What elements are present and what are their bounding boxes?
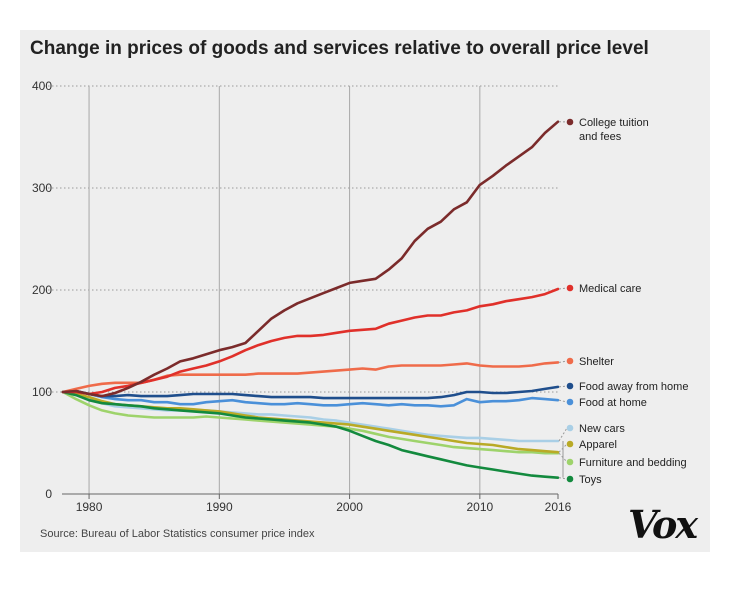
x-tick-label: 2010 bbox=[466, 500, 493, 514]
legend-label: Furniture and bedding bbox=[579, 457, 687, 469]
legend-dot bbox=[566, 382, 574, 390]
series-line-medical-care bbox=[61, 287, 560, 396]
vox-logo: Vox bbox=[628, 502, 698, 547]
legend-dot bbox=[566, 284, 574, 292]
legend-label: Apparel bbox=[579, 439, 617, 451]
legend-leader bbox=[558, 452, 568, 463]
series-line-furniture-and-bedding bbox=[61, 390, 560, 455]
series-line-shelter bbox=[61, 361, 560, 394]
legend-label: Shelter bbox=[579, 356, 614, 368]
legend-label: College tuition bbox=[579, 117, 649, 129]
legend-leader bbox=[558, 443, 568, 453]
legend-leader bbox=[558, 477, 568, 480]
legend-label: Toys bbox=[579, 474, 602, 486]
series-line-college-tuition-and-fees bbox=[61, 120, 560, 398]
legend-dot bbox=[566, 118, 574, 126]
legend-leader bbox=[558, 360, 568, 363]
legend-leader bbox=[558, 399, 568, 403]
y-tick-label: 0 bbox=[45, 487, 52, 501]
series-lines bbox=[61, 120, 560, 480]
y-tick-label: 100 bbox=[32, 385, 52, 399]
legend-dot bbox=[566, 398, 574, 406]
source-note: Source: Bureau of Labor Statistics consu… bbox=[40, 528, 315, 540]
legend-dot bbox=[566, 440, 574, 448]
legend: College tuition and fees Medical care Shelt… bbox=[558, 117, 688, 486]
y-tick-label: 300 bbox=[32, 181, 52, 195]
legend-dot bbox=[566, 357, 574, 365]
gridlines bbox=[44, 85, 558, 494]
legend-leader bbox=[558, 385, 568, 388]
chart-title: Change in prices of goods and services r… bbox=[30, 38, 649, 59]
y-tick-label: 400 bbox=[32, 79, 52, 93]
x-tick-label: 2000 bbox=[336, 500, 363, 514]
y-tick-label: 200 bbox=[32, 283, 52, 297]
legend-label: Food at home bbox=[579, 397, 647, 409]
x-tick-label: 1980 bbox=[76, 500, 103, 514]
series-line-toys bbox=[61, 390, 560, 480]
legend-label: Medical care bbox=[579, 283, 641, 295]
legend-label: Food away from home bbox=[579, 381, 688, 393]
legend-leader bbox=[558, 287, 568, 290]
axes: 0 100 200 300 400 1980 1990 2000 2010 2016 bbox=[32, 79, 572, 514]
legend-dot bbox=[566, 458, 574, 466]
series-line-food-at-home bbox=[61, 389, 560, 408]
series-line-food-away-from-home bbox=[61, 385, 560, 400]
legend-dot bbox=[566, 475, 574, 483]
legend-leader bbox=[558, 427, 568, 442]
legend-label-line2: and fees bbox=[579, 131, 622, 143]
legend-dot bbox=[566, 424, 574, 432]
x-tick-label: 2016 bbox=[545, 500, 572, 514]
legend-label: New cars bbox=[579, 423, 625, 435]
series-line-new-cars bbox=[61, 390, 560, 443]
x-tick-label: 1990 bbox=[206, 500, 233, 514]
chart-panel bbox=[20, 30, 710, 552]
